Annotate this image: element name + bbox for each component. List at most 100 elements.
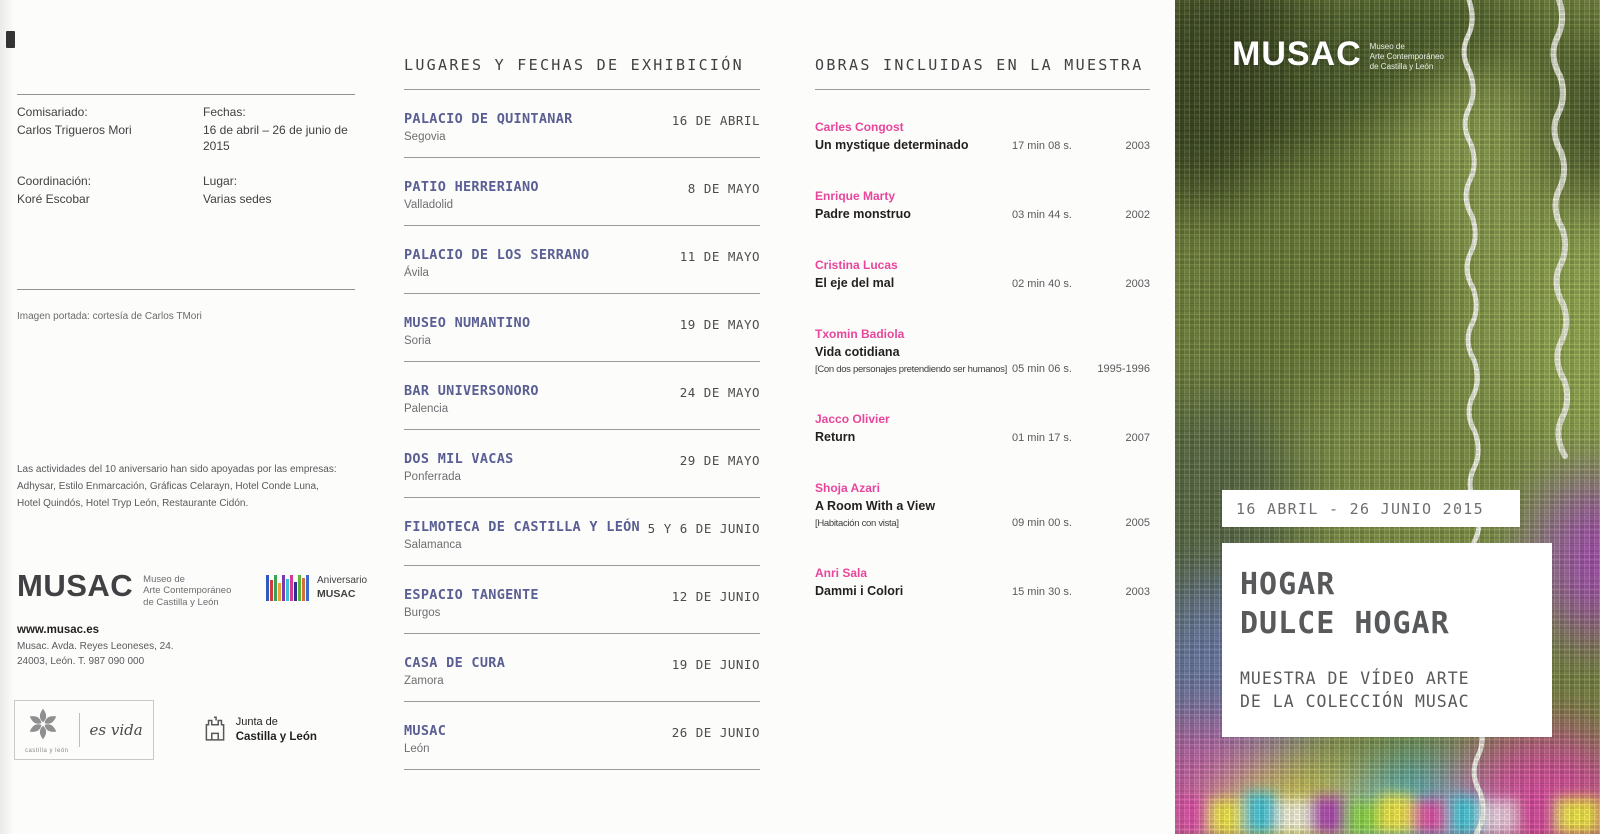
venue-date: 8 DE MAYO	[687, 181, 760, 196]
work-duration: 03 min 44 s.	[1012, 209, 1072, 221]
work-artist: Cristina Lucas	[815, 258, 898, 272]
work-row: Txomin Badiola Vida cotidiana [Con dos p…	[815, 327, 1150, 377]
work-row: Cristina Lucas El eje del mal 02 min 40 …	[815, 258, 1150, 292]
venue-city: Valladolid	[404, 199, 454, 211]
venue-name: BAR UNIVERSONORO	[404, 383, 539, 399]
venue-info: MUSAC León	[404, 723, 446, 756]
esvida-label: es vida	[89, 721, 143, 739]
work-row: Jacco Olivier Return 01 min 17 s. 2007	[815, 412, 1150, 446]
work-title-line: Dammi i Colori 15 min 30 s. 2003	[815, 584, 1150, 600]
work-duration: 01 min 17 s.	[1012, 432, 1072, 444]
aniversario-logo: Aniversario MUSAC	[266, 575, 367, 601]
venue-city: Ávila	[404, 267, 429, 279]
esvida-caption: castilla y león	[25, 748, 69, 754]
venue-name: PALACIO DE QUINTANAR	[404, 111, 573, 127]
venue-row: CASA DE CURA Zamora 19 DE JUNIO	[404, 634, 760, 702]
works-panel: OBRAS INCLUIDAS EN LA MUESTRA Carles Con…	[815, 56, 1150, 635]
venue-date: 16 DE ABRIL	[671, 113, 760, 128]
venue-info: ESPACIO TANGENTE Burgos	[404, 587, 539, 620]
venue-row: PATIO HERRERIANO Valladolid 8 DE MAYO	[404, 158, 760, 226]
venue-date: 5 Y 6 DE JUNIO	[647, 521, 760, 536]
exhibition-dates-banner: 16 ABRIL - 26 JUNIO 2015	[1222, 490, 1520, 527]
fechas-value: 16 de abril – 26 de junio de 2015	[203, 123, 348, 154]
work-title: Dammi i Colori	[815, 584, 904, 598]
works-list: Carles Congost Un mystique determinado 1…	[815, 120, 1150, 600]
work-title: A Room With a View	[815, 499, 936, 513]
subtitle-line2: DE LA COLECCIÓN MUSAC	[1240, 692, 1470, 712]
work-year: 2002	[1125, 209, 1150, 221]
cover-sub-line: Arte Contemporáneo	[1369, 52, 1444, 61]
venues-list: PALACIO DE QUINTANAR Segovia 16 DE ABRIL…	[404, 90, 760, 770]
musac-wordmark: MUSAC	[17, 568, 134, 603]
cover-credit-note: Imagen portada: cortesía de Carlos TMori	[17, 311, 202, 322]
work-artist: Enrique Marty	[815, 189, 896, 203]
work-artist: Shoja Azari	[815, 481, 880, 495]
work-subtitle: [Con dos personajes pretendiendo ser hum…	[815, 364, 1007, 375]
website-url: www.musac.es	[17, 624, 100, 636]
work-year: 2005	[1125, 517, 1150, 529]
work-year: 1995-1996	[1097, 363, 1150, 375]
venue-date: 19 DE MAYO	[679, 317, 760, 332]
venue-name: ESPACIO TANGENTE	[404, 587, 539, 603]
venues-title: LUGARES Y FECHAS DE EXHIBICIÓN	[404, 56, 760, 90]
work-year: 2003	[1125, 586, 1150, 598]
mid-rule	[17, 289, 355, 290]
address-line: Musac. Avda. Reyes Leoneses, 24.	[17, 641, 174, 652]
venue-city: Salamanca	[404, 539, 462, 551]
venue-row: MUSEO NUMANTINO Soria 19 DE MAYO	[404, 294, 760, 362]
work-title: El eje del mal	[815, 276, 895, 290]
work-subtitle-line: [Con dos personajes pretendiendo ser hum…	[815, 362, 1150, 377]
junta-logo: Junta de Castilla y León	[202, 714, 317, 747]
aniversario-label: Aniversario MUSAC	[317, 575, 367, 601]
venue-date: 26 DE JUNIO	[671, 725, 760, 740]
sponsors-line: Adhysar, Estilo Enmarcación, Gráficas Ce…	[17, 481, 319, 492]
logo-divider	[78, 713, 80, 747]
work-title-line: Vida cotidiana	[815, 345, 1150, 360]
work-duration: 02 min 40 s.	[1012, 278, 1072, 290]
fechas-label: Fechas:	[203, 105, 246, 119]
venue-info: CASA DE CURA Zamora	[404, 655, 505, 688]
coordinacion-label: Coordinación:	[17, 173, 92, 188]
musac-sub-line: Museo de	[143, 574, 185, 585]
contact-block: www.musac.es Musac. Avda. Reyes Leoneses…	[17, 624, 174, 669]
venue-row: DOS MIL VACAS Ponferrada 29 DE MAYO	[404, 430, 760, 498]
venue-name: CASA DE CURA	[404, 655, 506, 671]
scan-edge-shade	[0, 0, 14, 834]
junta-line2: Castilla y León	[235, 730, 317, 743]
venue-city: Burgos	[404, 607, 441, 619]
venues-panel: LUGARES Y FECHAS DE EXHIBICIÓN PALACIO D…	[404, 56, 760, 770]
cover-sub-line: Museo de	[1369, 42, 1405, 51]
venue-city: Soria	[404, 335, 431, 347]
work-artist: Carles Congost	[815, 120, 904, 134]
work-row: Carles Congost Un mystique determinado 1…	[815, 120, 1150, 154]
credit-fechas: Fechas: 16 de abril – 26 de junio de 201…	[203, 104, 361, 155]
venue-city: León	[404, 743, 430, 755]
work-duration: 17 min 08 s.	[1012, 140, 1072, 152]
venue-name: PATIO HERRERIANO	[404, 179, 539, 195]
color-bars-icon	[266, 575, 309, 601]
work-duration: 15 min 30 s.	[1012, 586, 1072, 598]
cover-sub-line: de Castilla y León	[1369, 62, 1434, 71]
castle-icon	[202, 714, 228, 747]
cover-panel: MUSAC Museo de Arte Contemporáneo de Cas…	[1175, 0, 1600, 834]
work-title-line: El eje del mal 02 min 40 s. 2003	[815, 276, 1150, 292]
cover-musac-subtext: Museo de Arte Contemporáneo de Castilla …	[1370, 38, 1444, 72]
work-title: Un mystique determinado	[815, 138, 969, 152]
venue-city: Ponferrada	[404, 471, 461, 483]
venue-row: MUSAC León 26 DE JUNIO	[404, 702, 760, 770]
work-title: Return	[815, 430, 856, 444]
venue-date: 29 DE MAYO	[679, 453, 760, 468]
venue-row: BAR UNIVERSONORO Palencia 24 DE MAYO	[404, 362, 760, 430]
venue-name: DOS MIL VACAS	[404, 451, 514, 467]
sponsors-line: Hotel Quindós, Hotel Tryp León, Restaura…	[17, 498, 249, 509]
work-duration: 09 min 00 s.	[1012, 517, 1072, 529]
junta-label: Junta de Castilla y León	[236, 716, 317, 745]
work-year: 2003	[1125, 278, 1150, 290]
work-year: 2007	[1125, 432, 1150, 444]
sponsors-note: Las actividades del 10 aniversario han s…	[17, 461, 337, 512]
exhibition-subtitle: MUESTRA DE VÍDEO ARTE DE LA COLECCIÓN MU…	[1240, 667, 1534, 713]
venue-name: MUSAC	[404, 723, 447, 739]
comisariado-label: Comisariado:	[17, 105, 88, 119]
venue-info: MUSEO NUMANTINO Soria	[404, 315, 530, 348]
